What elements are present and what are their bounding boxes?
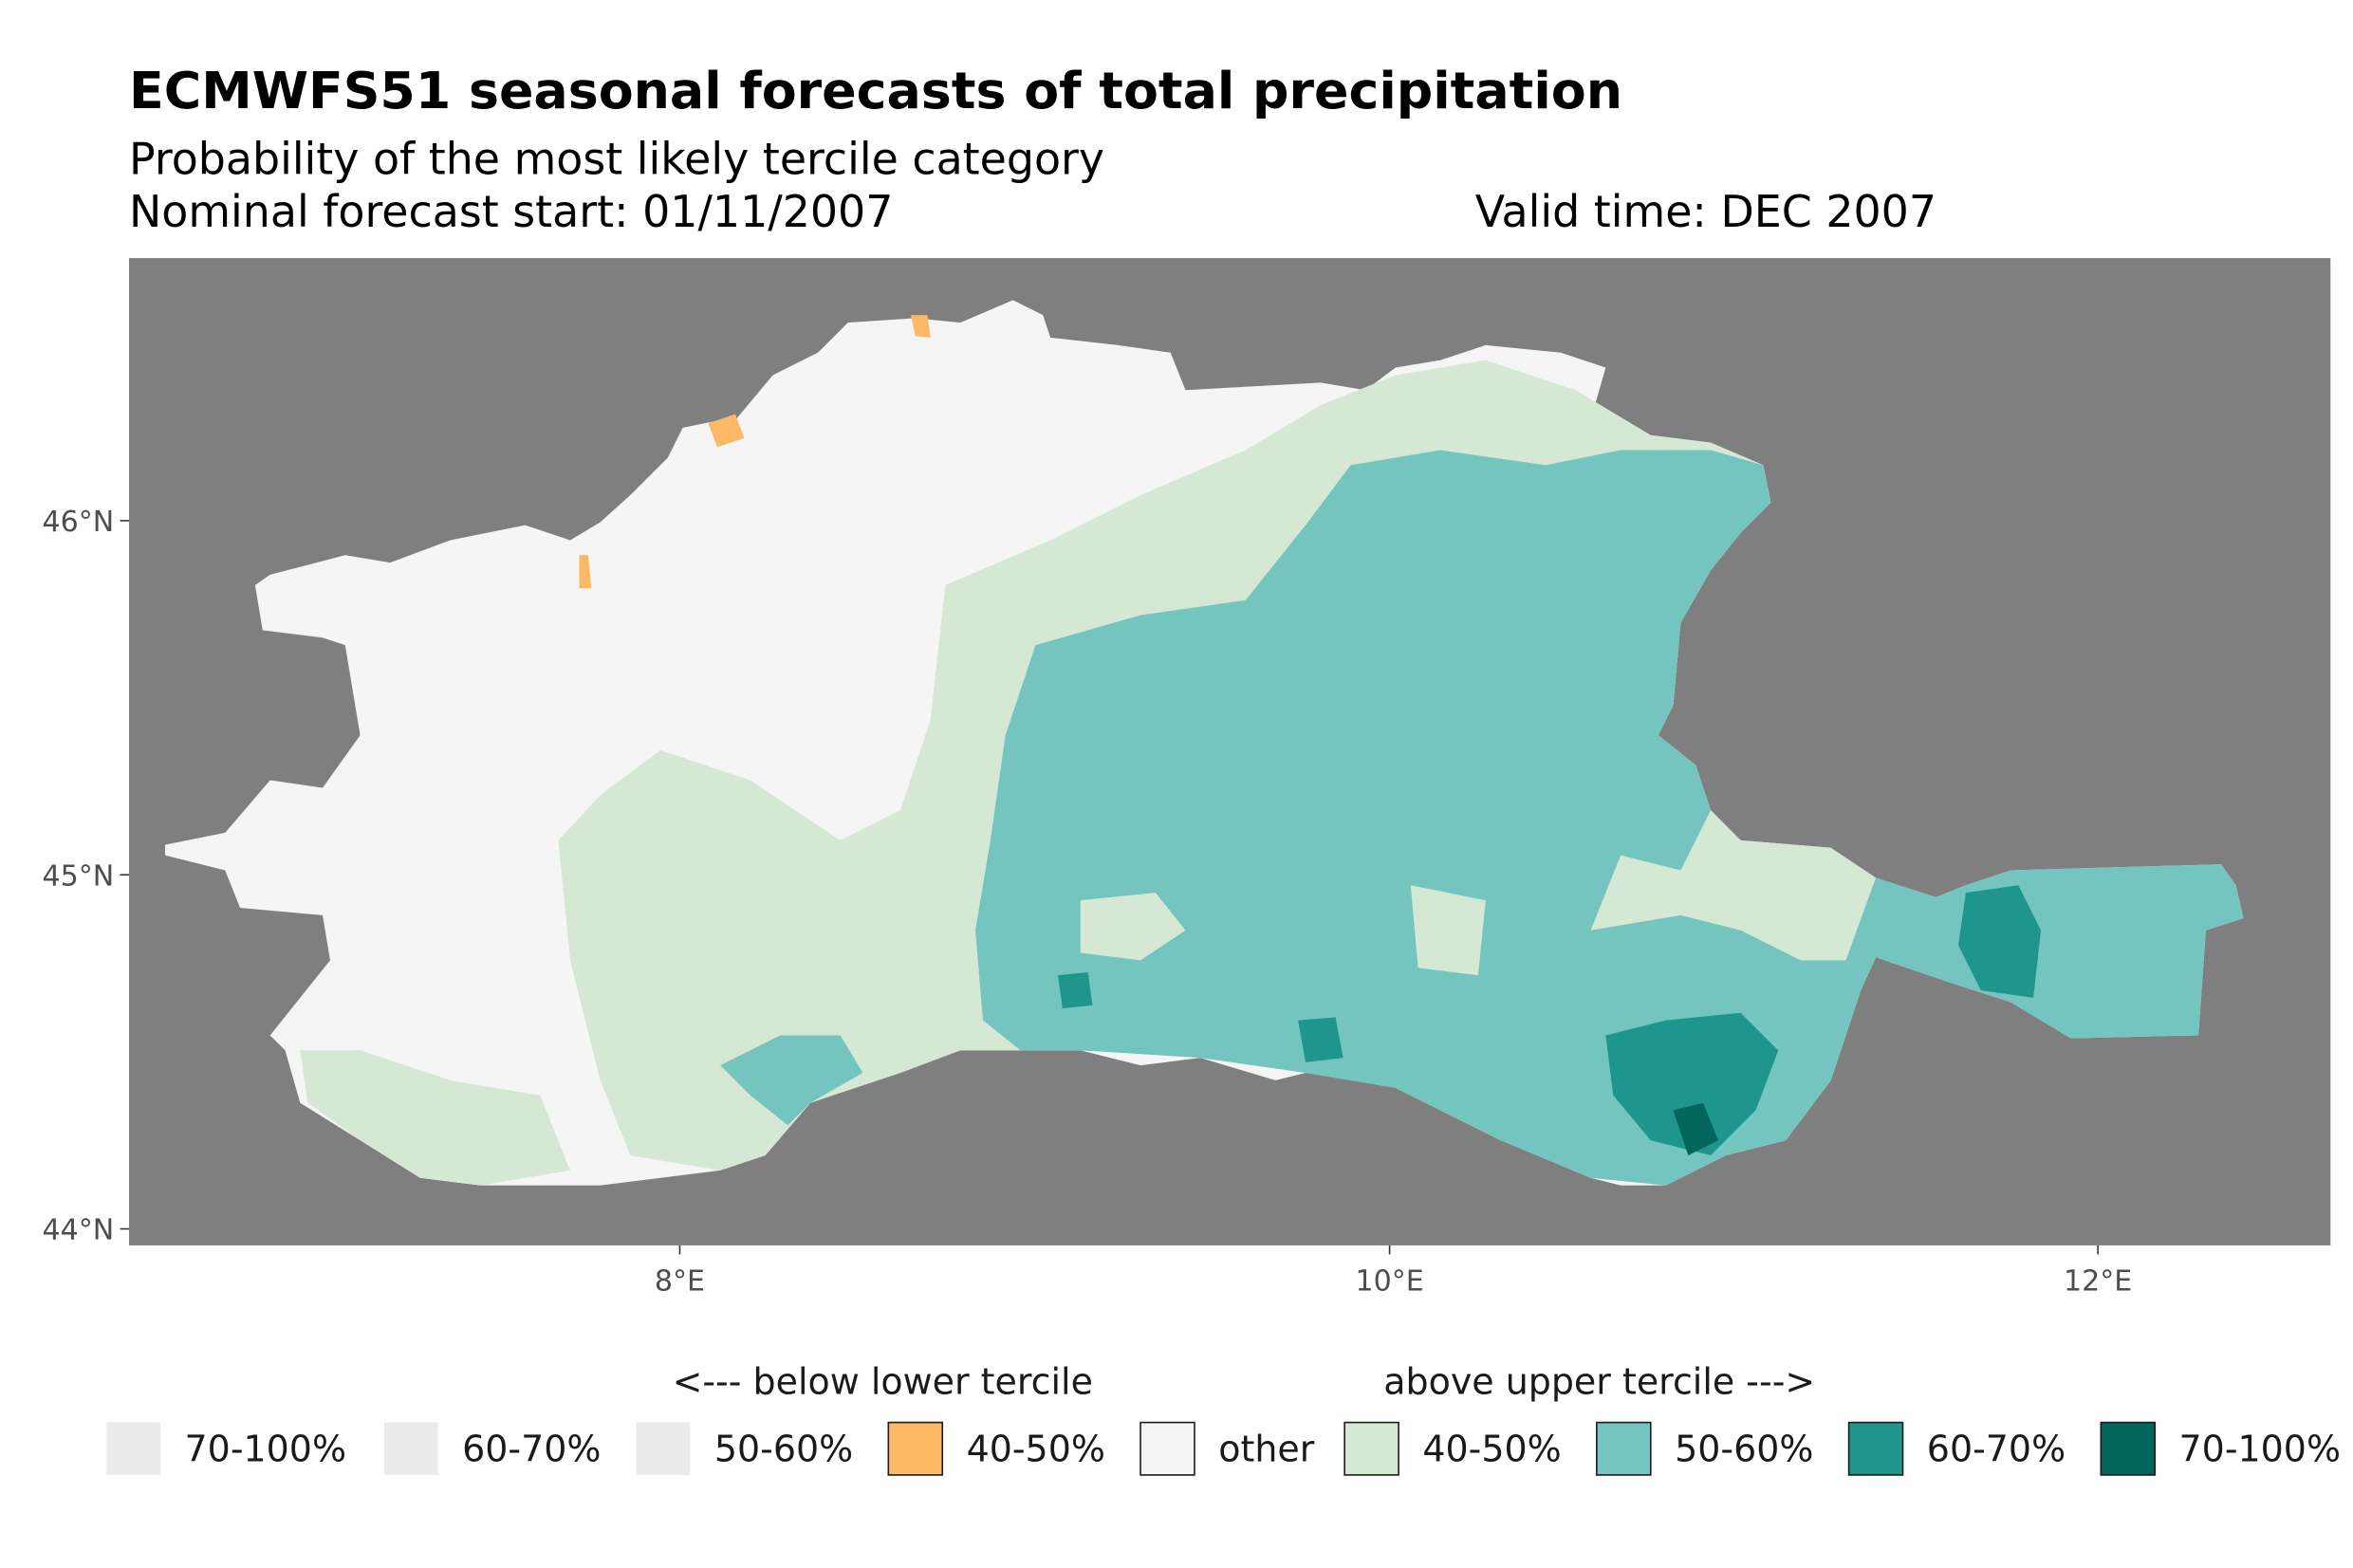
legend-label: 50-60% — [1675, 1429, 1813, 1470]
region-above-60-70-patch — [1298, 1017, 1343, 1062]
map-panel — [129, 258, 2331, 1245]
legend-swatch — [1847, 1421, 1904, 1476]
legend-swatch — [636, 1422, 691, 1475]
legend: <--- below lower tercile above upper ter… — [106, 1361, 2341, 1476]
region-above-60-70-south — [1605, 1012, 1779, 1155]
legend-label: 50-60% — [714, 1429, 853, 1470]
x-tick-label: 12°E — [2064, 1264, 2132, 1298]
figure-title: ECMWFS51 seasonal forecasts of total pre… — [129, 61, 1622, 120]
legend-below-header: <--- below lower tercile — [673, 1361, 1093, 1403]
legend-swatch — [1139, 1421, 1195, 1476]
legend-label: 70-100% — [2179, 1429, 2341, 1470]
legend-label: 70-100% — [185, 1429, 346, 1470]
region-above-60-70-patch-2 — [1058, 972, 1093, 1008]
legend-label: 60-70% — [462, 1429, 601, 1470]
x-axis: 8°E 10°E 12°E — [655, 1245, 2132, 1298]
y-tick-label: 44°N — [42, 1214, 114, 1247]
region-below-40-50-north — [911, 315, 931, 338]
y-tick-label: 45°N — [42, 859, 114, 893]
region-below-40-50-small — [579, 555, 592, 589]
region-above-40-50-patch — [1080, 893, 1186, 961]
x-tick-label: 10°E — [1355, 1264, 1423, 1298]
x-tick-label: 8°E — [655, 1264, 705, 1298]
legend-swatch — [383, 1422, 438, 1475]
legend-label: 40-50% — [967, 1429, 1105, 1470]
legend-swatch — [2100, 1421, 2157, 1476]
legend-label: other — [1218, 1429, 1314, 1470]
region-above-40-50-patch-2 — [1410, 885, 1486, 976]
region-above-50-60 — [975, 450, 2244, 1186]
region-below-40-50-west — [708, 414, 745, 448]
legend-swatch — [1596, 1421, 1652, 1476]
legend-swatch — [887, 1421, 944, 1476]
region-above-70-100-south — [1673, 1102, 1718, 1155]
legend-above-header: above upper tercile ---> — [1383, 1361, 1815, 1403]
region-above-50-60-southwest — [720, 1035, 863, 1126]
legend-label: 40-50% — [1422, 1429, 1561, 1470]
figure-subtitle: Probability of the most likely tercile c… — [129, 133, 1104, 184]
valid-time-label: Valid time: DEC 2007 — [1475, 186, 1936, 237]
region-above-40-50-southwest — [300, 1050, 571, 1186]
legend-label: 60-70% — [1927, 1429, 2066, 1470]
y-tick-label: 46°N — [42, 506, 114, 539]
legend-swatch — [1343, 1421, 1399, 1476]
forecast-start-label: Nominal forecast start: 01/11/2007 — [129, 186, 893, 237]
legend-swatch — [106, 1422, 161, 1475]
y-axis: 44°N 45°N 46°N — [42, 506, 130, 1247]
region-above-60-70-east — [1958, 885, 2042, 998]
